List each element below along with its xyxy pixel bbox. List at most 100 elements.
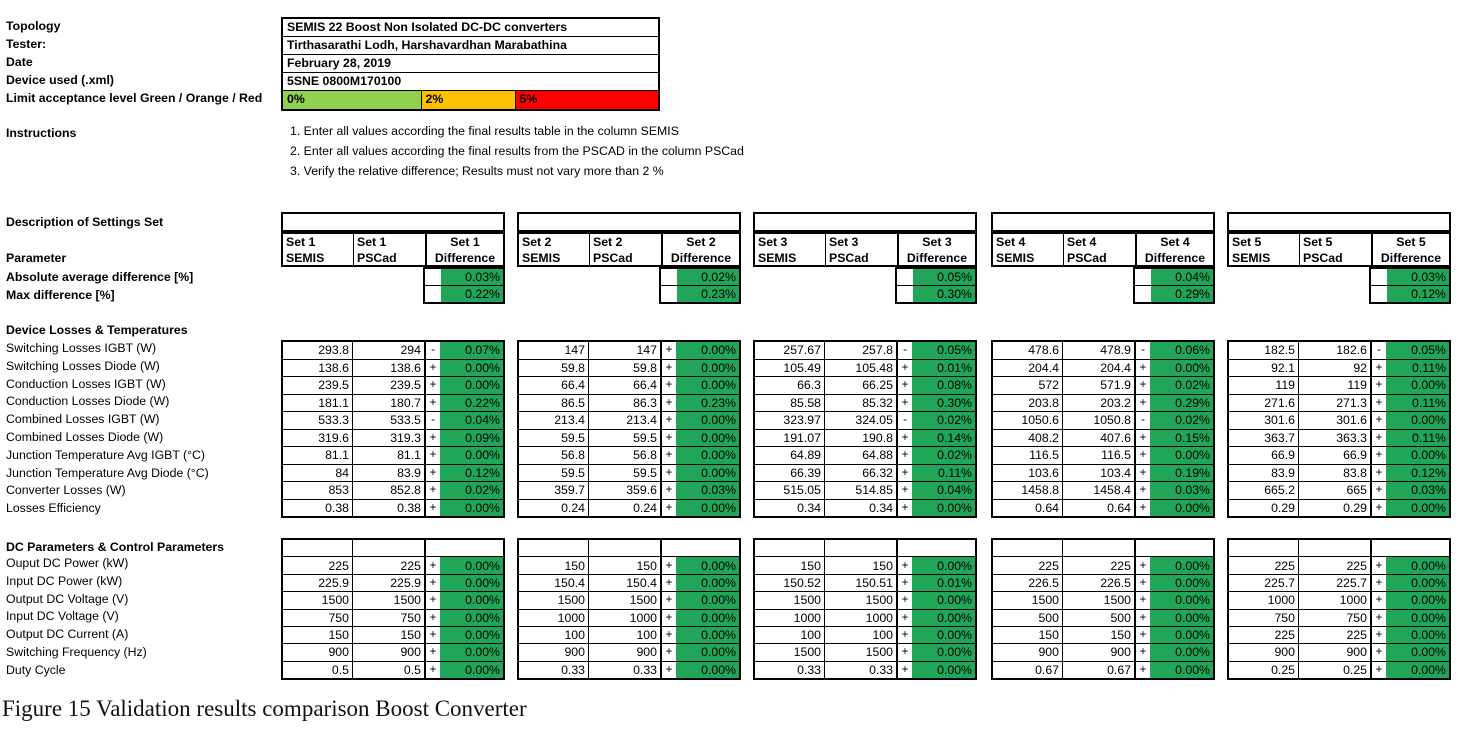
cell-semis: 64.89 [755,447,825,464]
table-row: 59.5 59.5 +0.00% [519,464,739,482]
stat-value: 0.03% [1387,269,1449,285]
cell-diff: 0.00% [676,574,739,592]
table-row: 572 571.9 +0.02% [993,377,1213,395]
cell-pscad: 150 [872,558,893,573]
table-row: 103.6 103.4 +0.19% [993,464,1213,482]
stat-value: 0.12% [1387,286,1449,302]
cell-pscad: 66.32 [862,465,893,480]
table-row: 147 147 +0.00% [519,342,739,360]
dc-parameters-section-heading: DC Parameters & Control Parameters [6,540,225,554]
cell-pscad: 59.5 [633,430,657,445]
stat-value: 0.23% [677,286,739,302]
cell-pscad: 56.8 [633,448,657,463]
cell-semis: 1000 [519,609,589,626]
cell-sign: + [896,499,912,516]
cell-pscad: 66.9 [1343,448,1367,463]
instruction-line: 2. Enter all values according the final … [290,144,744,158]
cell-diff: 0.00% [1150,661,1213,678]
cell-sign: + [1134,447,1150,464]
column-label: PSCad [1303,250,1343,265]
cell-semis: 900 [993,644,1063,661]
cell-sign: + [1134,394,1150,411]
cell-diff: 0.01% [912,359,975,376]
row-label: Switching Losses Diode (W) [6,358,160,373]
cell-diff: 0.00% [676,609,739,626]
cell-pscad: 0.38 [397,500,421,515]
column-header: Set 5 Difference [1371,234,1449,265]
cell-semis: 150 [519,557,589,574]
table-row: 150.52 150.51 +0.01% [755,574,975,593]
set-name: Set 4 [1160,235,1190,249]
cell-pscad: 180.7 [390,395,421,410]
table-row [283,540,503,558]
cell-diff: 0.00% [1386,661,1449,678]
cell-diff: 0.09% [440,429,503,446]
dc-parameters-table: 225 225 +0.00% 225.9 225.9 +0.00% 1500 1500 +0.0… [281,538,505,680]
cell-semis: 319.6 [283,429,353,446]
cell-diff: 0.00% [440,377,503,394]
cell-pscad: 100 [872,628,893,643]
table-row: 515.05 514.85 +0.04% [755,482,975,500]
set-name: Set 2 [522,235,552,249]
cell-diff: 0.02% [1150,377,1213,394]
cell-diff: 0.00% [1386,592,1449,609]
table-row: 116.5 116.5 +0.00% [993,447,1213,465]
set-name: Set 1 [450,235,480,249]
cell-sign: + [1370,482,1386,499]
table-row: 84 83.9 +0.12% [283,464,503,482]
cell-diff: 0.00% [1386,447,1449,464]
cell-pscad: 1500 [865,645,893,660]
cell-sign: + [1134,557,1150,574]
table-row: 182.5 182.6-0.05% [1229,342,1449,360]
column-label: PSCad [357,250,397,265]
cell-diff: 0.00% [1386,557,1449,574]
row-label: Input DC Voltage (V) [6,609,119,624]
cell-pscad: 900 [1110,645,1131,660]
column-header: Set 3 Difference [897,234,975,265]
cell-diff: 0.00% [912,626,975,644]
table-row: 59.5 59.5 +0.00% [519,429,739,447]
cell-diff: 0.03% [1386,482,1449,499]
absolute-average-difference-label: Absolute average difference [%] [6,270,194,284]
stat-row: 0.22% [425,286,503,302]
settings-description-box [1227,212,1451,232]
cell-sign: - [896,412,912,429]
cell-diff: 0.00% [676,626,739,644]
column-label: PSCad [1067,250,1107,265]
cell-diff: 0.06% [1150,342,1213,359]
table-row [993,540,1213,558]
cell-pscad: 0.25 [1343,662,1367,677]
stat-spacer [1135,286,1151,302]
cell-sign: + [896,644,912,661]
table-row: 900 900 +0.00% [519,644,739,662]
table-row: 119 119 +0.00% [1229,377,1449,395]
table-row: 191.07 190.8 +0.14% [755,429,975,447]
cell-semis: 119 [1229,377,1299,394]
stat-spacer [897,286,913,302]
cell-sign: + [1134,626,1150,644]
instructions-label: Instructions [6,126,77,140]
table-row: 1000 1000 +0.00% [519,609,739,627]
cell-diff: 0.00% [1150,574,1213,592]
table-row: 500 500 +0.00% [993,609,1213,627]
cell-pscad: 81.1 [397,448,421,463]
dc-parameters-table: 225 225 +0.00% 225.7 225.7 +0.00% 1000 1000 +0.0… [1227,538,1451,680]
cell-diff: 0.23% [676,394,739,411]
cell-pscad: 665 [1346,483,1367,498]
column-label: SEMIS [1232,250,1271,265]
table-row: 1050.6 1050.8-0.02% [993,412,1213,430]
cell-diff [440,540,503,556]
cell-semis: 1500 [755,592,825,609]
cell-diff: 0.02% [912,412,975,429]
table-row: 0.33 0.33 +0.00% [755,661,975,678]
table-row: 213.4 213.4 +0.00% [519,412,739,430]
cell-diff: 0.00% [676,557,739,574]
cell-semis: 533.3 [283,412,353,429]
table-row: 150 150 +0.00% [283,626,503,645]
stat-row: 0.30% [897,286,975,302]
cell-diff: 0.04% [912,482,975,499]
cell-semis: 0.67 [993,661,1063,678]
cell-sign: + [896,377,912,394]
cell-semis: 750 [283,609,353,626]
stat-spacer [1371,286,1387,302]
